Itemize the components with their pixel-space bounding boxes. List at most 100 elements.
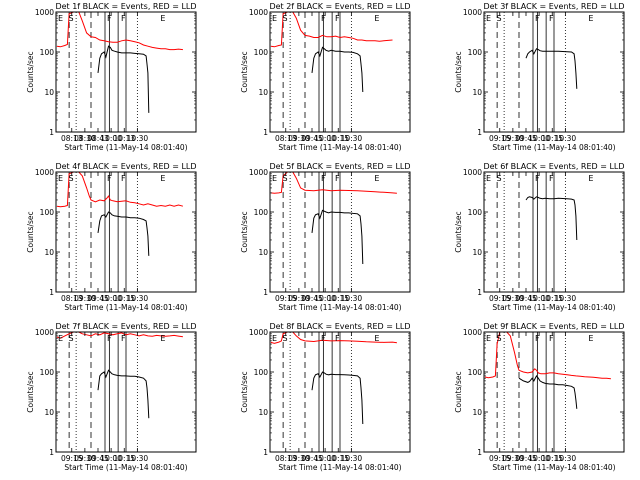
event-marker-label: E [160, 174, 165, 183]
x-tick-label: 10:15 [541, 294, 563, 303]
event-marker-label: F [121, 334, 126, 343]
plot-frame [269, 171, 411, 293]
plot-frame [55, 331, 197, 453]
panel-title: Det 9f BLACK = Events, RED = LLD [483, 322, 624, 331]
x-tick-label: 09:30 [288, 294, 310, 303]
event-marker-label: S [283, 334, 288, 343]
x-tick-label: 10:30 [555, 294, 577, 303]
y-tick-label: 10 [258, 408, 268, 417]
x-axis-label: Start Time (11-May-14 08:01:40) [278, 143, 401, 152]
x-tick-label: 10:30 [341, 294, 363, 303]
x-tick-label: 09:30 [502, 454, 524, 463]
y-tick-label: 100 [254, 48, 269, 57]
y-axis-label: Counts/sec [240, 371, 249, 412]
x-tick-label: 09:15 [489, 454, 511, 463]
lld-series-line [270, 171, 397, 194]
event-marker-label: S [497, 174, 502, 183]
y-tick-label: 1 [49, 128, 54, 137]
x-axis-label: Start Time (11-May-14 08:01:40) [64, 463, 187, 472]
event-marker-label: F [107, 334, 112, 343]
x-tick-label: 10:15 [327, 134, 349, 143]
event-marker-label: E [58, 174, 63, 183]
event-marker-label: E [272, 174, 277, 183]
events-series-line [525, 48, 578, 89]
events-series-line [518, 374, 578, 409]
x-tick-label: 08:43 [87, 134, 109, 143]
y-tick-label: 1 [49, 448, 54, 457]
x-tick-label: 08:30 [74, 134, 96, 143]
y-axis-label: Counts/sec [26, 371, 35, 412]
x-axis-label: Start Time (11-May-14 08:01:40) [492, 463, 615, 472]
y-tick-label: 10 [44, 88, 54, 97]
y-tick-label: 10 [258, 248, 268, 257]
x-tick-label: 10:15 [113, 454, 135, 463]
x-tick-label: 10:30 [127, 454, 149, 463]
event-marker-label: E [58, 334, 63, 343]
y-tick-label: 100 [254, 208, 269, 217]
events-series-line [311, 209, 364, 265]
panel-title: Det 7f BLACK = Events, RED = LLD [55, 322, 196, 331]
y-tick-label: 1000 [249, 328, 268, 337]
plot-frame [483, 331, 625, 453]
x-tick-label: 10:00 [314, 294, 336, 303]
events-series-line [97, 45, 150, 113]
y-tick-label: 100 [40, 368, 55, 377]
event-marker-label: F [107, 174, 112, 183]
y-tick-label: 10 [44, 248, 54, 257]
x-tick-label: 10:00 [100, 134, 122, 143]
panel-title: Det 4f BLACK = Events, RED = LLD [55, 162, 196, 171]
y-tick-label: 10 [258, 88, 268, 97]
x-tick-label: 09:45 [301, 294, 323, 303]
event-marker-label: S [497, 334, 502, 343]
y-tick-label: 100 [468, 368, 483, 377]
x-tick-label: 09:15 [275, 294, 297, 303]
event-marker-label: E [160, 14, 165, 23]
x-tick-label: 08:13 [275, 134, 297, 143]
event-marker-label: F [121, 174, 126, 183]
x-tick-label: 09:15 [61, 454, 83, 463]
event-marker-label: E [486, 174, 491, 183]
y-axis-label: Counts/sec [454, 211, 463, 252]
event-marker-label: F [321, 14, 326, 23]
event-marker-label: E [588, 14, 593, 23]
event-marker-label: F [335, 174, 340, 183]
y-tick-label: 100 [468, 48, 483, 57]
x-tick-label: 10:00 [100, 454, 122, 463]
plot-frame [55, 11, 197, 133]
x-tick-label: 10:30 [127, 134, 149, 143]
y-tick-label: 1 [263, 288, 268, 297]
event-marker-label: S [283, 174, 288, 183]
event-marker-label: S [69, 14, 74, 23]
x-tick-label: 09:45 [515, 454, 537, 463]
event-marker-label: F [321, 174, 326, 183]
y-axis-label: Counts/sec [240, 51, 249, 92]
x-tick-label: 09:15 [489, 294, 511, 303]
y-tick-label: 1000 [463, 328, 482, 337]
x-tick-label: 10:15 [327, 294, 349, 303]
plot-frame [269, 11, 411, 133]
event-marker-label: F [549, 334, 554, 343]
y-tick-label: 1000 [35, 328, 54, 337]
panel-title: Det 2f BLACK = Events, RED = LLD [269, 2, 410, 11]
x-tick-label: 10:00 [100, 294, 122, 303]
y-tick-label: 100 [40, 48, 55, 57]
x-tick-label: 09:30 [74, 294, 96, 303]
event-marker-label: S [69, 174, 74, 183]
plot-frame [483, 171, 625, 293]
event-marker-label: F [121, 14, 126, 23]
events-series-line [311, 371, 364, 425]
x-tick-label: 10:15 [541, 454, 563, 463]
events-series-line [525, 196, 578, 241]
lld-series-line [270, 331, 397, 344]
y-tick-label: 1 [477, 448, 482, 457]
x-tick-label: 09:30 [502, 294, 524, 303]
x-tick-label: 10:30 [341, 454, 363, 463]
event-marker-label: E [486, 14, 491, 23]
y-tick-label: 1 [477, 288, 482, 297]
